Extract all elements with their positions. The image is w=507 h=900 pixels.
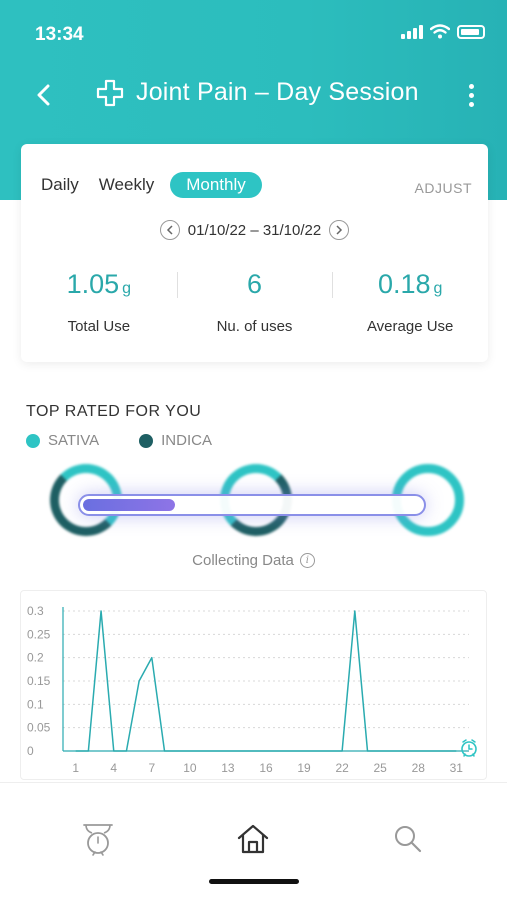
alarm-clock-icon xyxy=(461,739,477,757)
period-tabs: Daily Weekly Monthly xyxy=(37,172,262,198)
stat-unit: g xyxy=(433,280,443,297)
x-tick-label: 1 xyxy=(72,761,79,775)
signal-icon xyxy=(401,24,423,39)
tab-daily[interactable]: Daily xyxy=(41,175,79,194)
previous-period-button[interactable] xyxy=(159,220,180,240)
x-tick-label: 7 xyxy=(148,761,155,775)
legend-label: SATIVA xyxy=(48,432,100,449)
progress-fill xyxy=(83,499,175,511)
scale-icon xyxy=(83,824,113,856)
strain-legend: SATIVA INDICA xyxy=(26,432,212,449)
nav-scale-button[interactable] xyxy=(80,821,116,857)
stat-number-of-uses: 6 Nu. of uses xyxy=(176,264,333,344)
x-tick-label: 31 xyxy=(450,761,464,775)
y-tick-label: 0.05 xyxy=(27,721,51,735)
collecting-data-status: Collecting Data i xyxy=(0,552,507,569)
legend-dot-indica xyxy=(139,433,154,448)
nav-title: Joint Pain – Day Session xyxy=(96,78,419,107)
status-time: 13:34 xyxy=(35,24,84,45)
x-tick-label: 4 xyxy=(110,761,117,775)
stat-value: 0.18 xyxy=(377,269,431,299)
stat-label: Total Use xyxy=(67,318,131,335)
chevron-left-icon xyxy=(166,225,173,235)
chevron-left-icon xyxy=(37,84,50,106)
medical-cross-icon xyxy=(96,79,124,106)
tab-monthly[interactable]: Monthly xyxy=(170,172,262,198)
home-icon xyxy=(237,824,269,854)
nav-bar: Joint Pain – Day Session xyxy=(0,72,507,118)
battery-icon xyxy=(457,24,485,39)
collecting-label: Collecting Data xyxy=(192,552,294,569)
bottom-navigation xyxy=(0,782,507,900)
stat-average-use: 0.18 g Average Use xyxy=(332,264,488,344)
stat-total-use: 1.05 g Total Use xyxy=(21,264,177,344)
usage-line-chart: 0.3 0.25 0.2 0.15 0.1 0.05 0 1 4 7 10 13 16 19 22 25 28 3… xyxy=(27,604,477,775)
y-tick-label: 0.1 xyxy=(27,697,44,711)
home-indicator xyxy=(209,879,299,884)
stat-unit: g xyxy=(122,280,132,297)
y-tick-label: 0 xyxy=(27,744,34,758)
status-icons xyxy=(401,24,485,39)
nav-home-button[interactable] xyxy=(235,821,271,857)
legend-dot-sativa xyxy=(26,433,40,448)
y-tick-label: 0.2 xyxy=(27,651,44,665)
chevron-right-icon xyxy=(336,225,343,235)
y-tick-label: 0.15 xyxy=(27,674,51,688)
nav-search-button[interactable] xyxy=(390,821,426,857)
back-button[interactable] xyxy=(30,80,58,110)
x-tick-label: 19 xyxy=(297,761,311,775)
date-range-label: 01/10/22 – 31/10/22 xyxy=(187,221,322,239)
stat-label: Nu. of uses xyxy=(216,318,293,335)
search-icon xyxy=(395,826,422,853)
x-tick-label: 22 xyxy=(335,761,349,775)
status-bar: 13:34 xyxy=(0,0,507,70)
y-tick-label: 0.25 xyxy=(27,627,51,641)
tab-weekly[interactable]: Weekly xyxy=(98,175,155,194)
stat-value: 1.05 xyxy=(66,269,120,299)
legend-item-sativa: SATIVA xyxy=(26,432,99,449)
section-title: TOP RATED FOR YOU xyxy=(26,403,202,420)
info-icon[interactable]: i xyxy=(299,553,315,568)
collecting-progress-bar xyxy=(78,494,426,516)
x-tick-label: 25 xyxy=(374,761,388,775)
x-tick-label: 10 xyxy=(183,761,197,775)
stats-row: 1.05 g Total Use 6 Nu. of uses 0.18 g Aver… xyxy=(21,264,488,344)
page-title: Joint Pain – Day Session xyxy=(136,78,419,106)
next-period-button[interactable] xyxy=(329,220,350,240)
stats-card: Daily Weekly Monthly ADJUST 01/10/22 – 3… xyxy=(21,144,488,362)
date-range-selector: 01/10/22 – 31/10/22 xyxy=(21,220,488,240)
stat-label: Average Use xyxy=(366,318,454,335)
stat-value: 6 xyxy=(246,269,263,299)
x-tick-label: 13 xyxy=(221,761,235,775)
y-tick-label: 0.3 xyxy=(27,604,44,618)
legend-label: INDICA xyxy=(161,432,212,449)
x-tick-label: 16 xyxy=(259,761,273,775)
legend-item-indica: INDICA xyxy=(139,432,212,449)
wifi-icon xyxy=(430,24,450,39)
series-line xyxy=(75,610,457,752)
x-tick-label: 28 xyxy=(412,761,426,775)
adjust-button[interactable]: ADJUST xyxy=(414,180,472,196)
more-options-button[interactable] xyxy=(461,80,481,110)
usage-chart-card: 0.3 0.25 0.2 0.15 0.1 0.05 0 1 4 7 10 13 16 19 22 25 28 3… xyxy=(20,590,487,780)
